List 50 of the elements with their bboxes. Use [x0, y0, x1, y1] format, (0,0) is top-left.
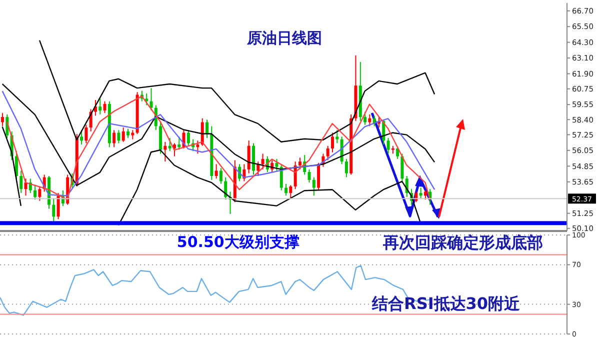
candlestick	[117, 130, 120, 144]
candlestick	[261, 153, 264, 170]
candlestick	[312, 176, 316, 196]
candlestick	[331, 132, 334, 153]
candlestick	[131, 130, 134, 140]
candlestick	[326, 145, 330, 161]
candlestick	[159, 122, 162, 154]
candlestick	[219, 168, 222, 184]
annotation: 结合RSI抵达30附近	[372, 294, 520, 315]
candlestick	[396, 146, 400, 160]
candlestick	[164, 141, 167, 162]
candlestick	[284, 183, 288, 196]
candlestick	[424, 190, 427, 200]
candlestick	[308, 168, 311, 184]
candlestick	[1, 112, 4, 127]
candlestick	[275, 158, 278, 172]
candlestick	[56, 192, 60, 220]
candlestick	[145, 92, 148, 106]
candlestick	[98, 98, 102, 115]
candlestick	[80, 130, 84, 146]
candlestick	[20, 170, 23, 194]
candlestick	[419, 187, 422, 199]
candlestick	[364, 111, 367, 126]
candlestick	[214, 164, 218, 180]
text: 原油日线图	[247, 29, 322, 48]
candlestick	[289, 184, 292, 199]
candlestick	[206, 119, 209, 138]
candlestick	[386, 137, 390, 154]
candlestick	[103, 100, 106, 114]
candlestick	[317, 162, 320, 191]
candlestick	[84, 124, 88, 144]
ref-line-label: 50.50大级别支撑	[176, 233, 300, 252]
candlestick	[336, 130, 339, 144]
candlestick	[168, 137, 172, 152]
candlestick	[122, 126, 125, 142]
annotation: 再次回踩确定形成底部	[383, 233, 543, 254]
candlestick	[196, 140, 200, 154]
candlestick	[247, 140, 250, 174]
candlestick	[178, 136, 181, 150]
candlestick	[38, 186, 42, 202]
candlestick	[400, 153, 404, 184]
candlestick	[224, 176, 228, 200]
candlestick	[344, 158, 348, 178]
candlestick	[112, 130, 116, 148]
candlestick	[150, 88, 153, 111]
candlestick	[298, 157, 302, 170]
candlestick	[52, 198, 56, 222]
candlestick	[186, 130, 190, 146]
candlestick	[126, 128, 130, 138]
candlestick	[34, 184, 37, 200]
